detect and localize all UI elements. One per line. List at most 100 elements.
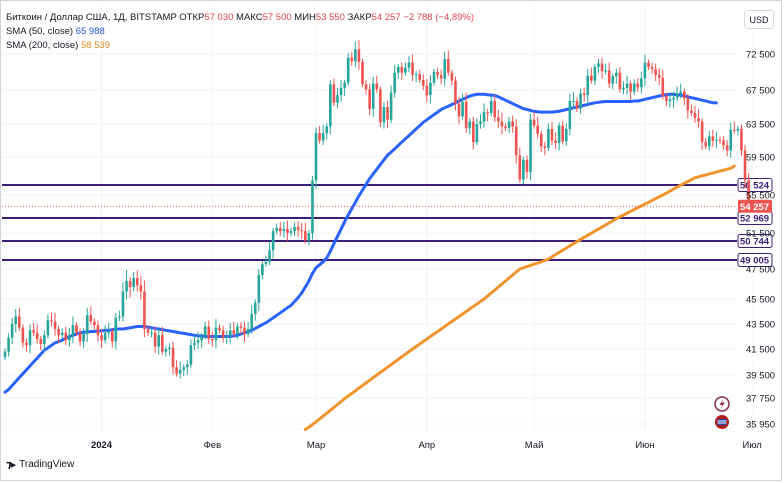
candle	[211, 339, 214, 341]
candle	[497, 117, 500, 122]
candle	[118, 316, 121, 318]
open-label: ОТКР	[179, 12, 205, 23]
candle	[514, 126, 518, 156]
candle	[114, 317, 118, 342]
candle	[725, 145, 729, 151]
candle	[722, 140, 725, 146]
candle	[575, 101, 579, 109]
sma50-line	[3, 92, 718, 394]
candle	[21, 327, 25, 343]
candle	[389, 92, 393, 120]
candle	[218, 327, 221, 331]
candle	[593, 66, 597, 81]
candle	[93, 321, 96, 326]
candle	[661, 77, 665, 96]
candle	[411, 62, 414, 75]
close-label: ЗАКР	[347, 12, 372, 23]
candle	[75, 325, 78, 333]
candle	[461, 101, 464, 117]
change-value: −2 788 (−4,89%)	[403, 12, 475, 23]
candle	[311, 180, 314, 234]
candle	[711, 136, 715, 141]
candle	[561, 125, 564, 142]
candle	[135, 278, 139, 286]
candle	[554, 140, 557, 143]
event-icons[interactable]	[714, 396, 730, 429]
candle	[718, 139, 722, 141]
candle	[46, 320, 50, 336]
candle	[164, 349, 168, 352]
candle	[257, 275, 261, 303]
candle	[625, 83, 629, 88]
candle	[404, 67, 407, 73]
candle	[618, 72, 622, 90]
candle	[421, 79, 425, 86]
x-tick-label: Фев	[204, 440, 222, 451]
candle	[343, 82, 346, 88]
currency-button[interactable]: USD	[744, 10, 774, 29]
candle	[314, 133, 318, 181]
candle	[228, 330, 232, 337]
sma50-label: SMA (50, close)	[6, 26, 74, 37]
candle	[550, 128, 554, 141]
last-price-tag	[738, 199, 772, 213]
level-tag-label: 56 524	[740, 181, 770, 192]
sma50-row[interactable]: SMA (50, close) 65 988	[6, 25, 474, 39]
x-axis[interactable]: 2024 Фев Мар Апр Май Июн Июл	[91, 440, 762, 451]
candle	[128, 281, 132, 287]
candle	[493, 101, 497, 118]
candle	[43, 335, 46, 344]
sma200-row[interactable]: SMA (200, close) 58 539	[6, 39, 474, 53]
candle	[350, 57, 354, 62]
x-tick-label: Июл	[743, 440, 762, 451]
candle	[96, 325, 100, 336]
y-tick-label: 72 500	[746, 50, 775, 61]
sma200-label: SMA (200, close)	[6, 40, 79, 51]
symbol-title[interactable]: Биткоин / Доллар США, 1Д, BITSTAMP	[6, 12, 177, 23]
candle	[607, 70, 611, 84]
candle	[143, 291, 146, 329]
candle	[590, 75, 593, 81]
candle	[611, 76, 615, 84]
sma50-path	[3, 92, 718, 394]
candle	[321, 133, 325, 141]
candle	[261, 264, 264, 275]
flash-icon	[719, 399, 725, 409]
candle	[511, 121, 514, 127]
candle	[657, 74, 661, 78]
level-tag-label: 52 969	[740, 214, 769, 225]
candle	[672, 97, 675, 100]
candle	[418, 74, 421, 80]
candle	[572, 101, 575, 103]
candle	[39, 339, 43, 344]
tradingview-logo[interactable]: ⁊▸ TradingView	[6, 458, 74, 471]
candle	[740, 128, 743, 151]
candle	[286, 229, 289, 234]
candle	[329, 84, 332, 127]
candle	[57, 329, 60, 336]
candle	[650, 66, 654, 70]
candle	[489, 101, 493, 113]
candle	[175, 367, 178, 374]
candle	[500, 121, 504, 127]
candle	[300, 230, 304, 232]
y-axis[interactable]: 72 500 67 500 63 500 59 500 55 500 51 500 47 5…	[746, 50, 775, 431]
y-tick-label: 51 500	[746, 229, 775, 240]
candle	[439, 74, 443, 79]
flag-icon	[717, 419, 727, 425]
candle	[486, 112, 489, 114]
candle	[468, 121, 472, 129]
y-tick-label: 35 950	[746, 420, 775, 431]
candle	[507, 121, 511, 129]
candle	[178, 369, 182, 374]
candle	[457, 103, 461, 117]
low-value: 53 550	[315, 12, 345, 23]
candle	[447, 59, 450, 73]
candle	[504, 126, 507, 129]
candle	[18, 316, 21, 328]
candle	[636, 83, 640, 88]
candle	[168, 347, 171, 349]
candlesticks	[3, 40, 750, 379]
